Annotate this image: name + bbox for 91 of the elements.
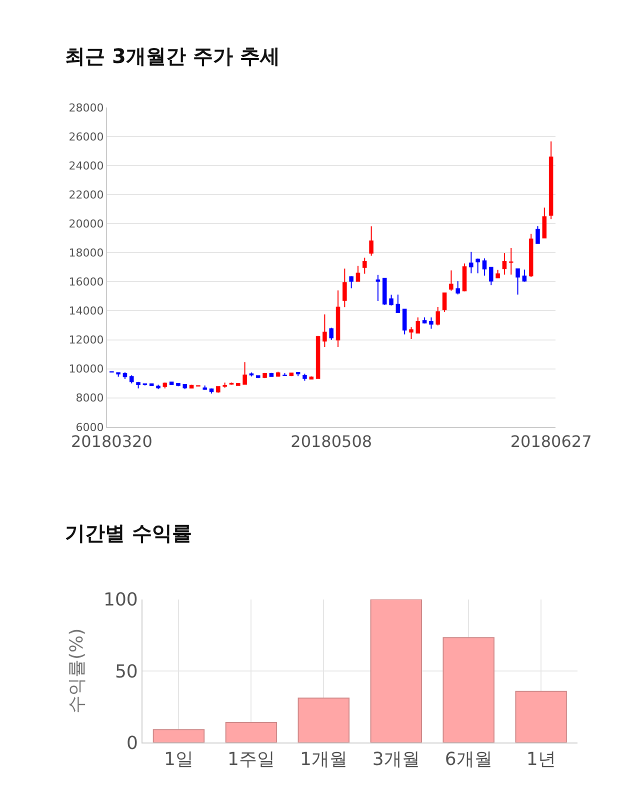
bar	[298, 698, 350, 743]
candlestick	[209, 388, 214, 394]
candlestick	[362, 257, 367, 274]
candlestick	[316, 335, 320, 380]
candlestick	[162, 382, 168, 389]
candlestick	[482, 258, 487, 276]
candlestick	[396, 294, 400, 314]
candlestick	[416, 316, 420, 334]
candlestick	[289, 372, 294, 377]
candlestick	[130, 374, 134, 384]
candlestick	[349, 276, 354, 289]
candlestick	[116, 372, 120, 378]
candlestick	[356, 265, 360, 282]
candlestick	[262, 372, 267, 379]
candlestick	[522, 269, 527, 282]
candlestick	[429, 316, 434, 330]
candlestick	[389, 294, 394, 306]
candlestick	[409, 326, 414, 340]
candlestick	[516, 268, 520, 296]
candlestick	[422, 316, 427, 324]
candlestick	[496, 269, 500, 278]
y-tick-label: 24000	[68, 159, 104, 172]
y-tick-label: 100	[104, 590, 138, 611]
bar	[370, 599, 422, 743]
candlestick	[442, 292, 447, 312]
y-tick-label: 14000	[68, 304, 104, 318]
candlestick	[536, 226, 540, 244]
candlestick	[202, 385, 207, 390]
candlestick	[402, 308, 407, 335]
bar	[152, 729, 205, 743]
chart-title: 기간별 수익률	[65, 521, 192, 545]
candlestick	[256, 375, 260, 379]
candlestick	[329, 327, 334, 340]
candlestick	[376, 274, 380, 302]
x-tick-label: 1년	[526, 749, 556, 770]
y-tick-label: 16000	[68, 276, 104, 289]
candlestick	[489, 266, 494, 286]
candlestick	[336, 290, 340, 348]
y-tick-label: 6000	[76, 420, 104, 434]
candlestick	[296, 372, 300, 377]
chart-title: 최근 3개월간 주가 추세	[65, 44, 280, 68]
candlestick	[249, 372, 254, 377]
y-axis-title: 수익률(%)	[66, 628, 88, 714]
y-tick-label: 10000	[68, 362, 104, 376]
y-tick-label: 26000	[68, 130, 104, 144]
candlestick	[502, 252, 507, 276]
x-tick-label: 1일	[164, 749, 194, 770]
y-tick-label: 12000	[68, 334, 104, 347]
y-tick-label: 20000	[68, 217, 104, 230]
candlestick	[382, 278, 387, 306]
candlestick	[342, 268, 347, 308]
candlestick	[122, 372, 128, 380]
bar	[442, 637, 494, 743]
candlestick	[169, 381, 174, 386]
bar	[225, 722, 278, 743]
x-tick-label: 20180627	[510, 432, 592, 452]
bar	[515, 690, 567, 743]
candlestick	[528, 233, 534, 278]
y-tick-label: 22000	[68, 188, 104, 202]
candlestick	[302, 373, 307, 382]
x-tick-label: 20180508	[290, 432, 372, 452]
y-tick-label: 28000	[68, 101, 104, 114]
candlestick	[436, 306, 440, 326]
candlestick	[269, 372, 274, 378]
candlestick	[322, 314, 327, 348]
x-tick-label: 20180320	[70, 432, 152, 452]
candlestick	[216, 386, 220, 394]
candlestick	[462, 263, 467, 292]
candlestick	[542, 207, 547, 238]
candlestick	[369, 226, 374, 256]
x-tick-label: 1개월	[300, 749, 348, 770]
y-tick-label: 8000	[76, 392, 104, 405]
candlestick	[236, 382, 240, 386]
candlestick	[242, 362, 247, 385]
candlestick	[476, 258, 480, 274]
x-tick-label: 3개월	[372, 749, 420, 770]
candlestick	[456, 280, 460, 295]
y-tick-label: 0	[126, 732, 138, 754]
candlestick	[548, 140, 554, 220]
y-tick-label: 50	[114, 661, 138, 682]
x-tick-label: 6개월	[444, 749, 492, 770]
y-tick-label: 18000	[68, 246, 104, 260]
candlestick	[508, 248, 514, 276]
candlestick	[136, 381, 140, 389]
candlestick	[449, 270, 454, 292]
x-tick-label: 1주일	[227, 749, 275, 770]
candlestick	[282, 372, 287, 376]
candlestick	[276, 371, 280, 378]
candlestick	[222, 382, 227, 388]
candlestick	[176, 382, 180, 387]
candlestick	[469, 251, 474, 274]
